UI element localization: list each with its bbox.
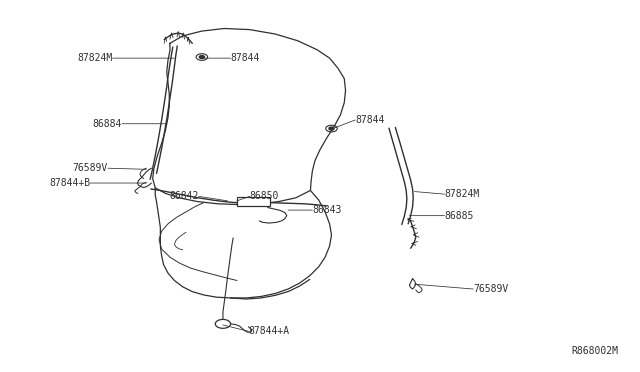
Text: 86850: 86850 xyxy=(250,191,279,201)
Circle shape xyxy=(199,55,204,58)
Text: 87824M: 87824M xyxy=(445,189,480,199)
Text: 76589V: 76589V xyxy=(73,163,108,173)
Text: 87844: 87844 xyxy=(355,115,385,125)
Text: 76589V: 76589V xyxy=(473,284,509,294)
Text: 86843: 86843 xyxy=(312,205,342,215)
Bar xyxy=(237,197,270,206)
Text: 87844+B: 87844+B xyxy=(49,178,90,188)
Text: 87824M: 87824M xyxy=(77,53,113,63)
Text: 86884: 86884 xyxy=(93,119,122,129)
Text: 87844: 87844 xyxy=(230,53,260,63)
Circle shape xyxy=(329,127,334,130)
Text: R868002M: R868002M xyxy=(572,346,619,356)
Text: 87844+A: 87844+A xyxy=(248,326,290,336)
Text: 86885: 86885 xyxy=(445,211,474,221)
Text: 86842: 86842 xyxy=(170,191,198,201)
